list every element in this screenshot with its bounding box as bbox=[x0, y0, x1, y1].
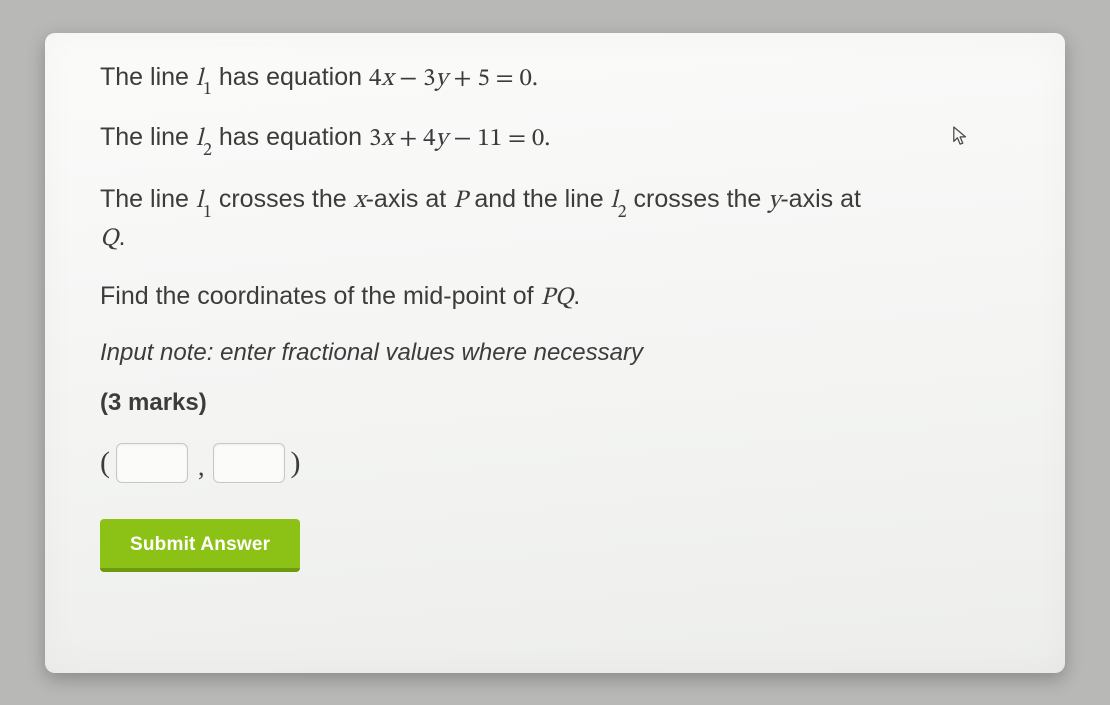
var-x: x bbox=[354, 188, 366, 213]
eq-l2: 3x + 4y − 11 = 0. bbox=[369, 126, 550, 151]
var-l: l bbox=[196, 188, 203, 213]
line-4: Find the coordinates of the mid-point of… bbox=[100, 280, 1015, 315]
var-y: y bbox=[768, 188, 780, 213]
text: crosses the bbox=[212, 185, 354, 213]
comma: , bbox=[194, 452, 207, 482]
var-l: l bbox=[196, 126, 203, 151]
math-l2: l2 bbox=[196, 126, 212, 151]
sub-1: 1 bbox=[203, 204, 212, 222]
text: The line bbox=[100, 185, 196, 213]
close-paren: ) bbox=[291, 446, 301, 480]
text: The line bbox=[100, 123, 196, 151]
text: has equation bbox=[212, 123, 369, 151]
var-PQ: PQ bbox=[541, 285, 574, 310]
var-P: P bbox=[453, 188, 467, 213]
line-3: The line l1 crosses the x-axis at P and … bbox=[100, 183, 1015, 256]
text: -axis at bbox=[366, 185, 454, 213]
submit-button[interactable]: Submit Answer bbox=[100, 519, 300, 572]
var-l: l bbox=[196, 66, 203, 91]
text: Find the coordinates of the mid-point of bbox=[100, 282, 541, 310]
marks-label: (3 marks) bbox=[100, 389, 1015, 417]
math-l1b: l1 bbox=[196, 188, 212, 213]
eq-l1: 4x − 3y + 5 = 0. bbox=[369, 66, 538, 91]
var-l: l bbox=[611, 188, 618, 213]
text: and the line bbox=[467, 185, 610, 213]
input-note: Input note: enter fractional values wher… bbox=[100, 339, 1015, 367]
open-paren: ( bbox=[100, 446, 110, 480]
text: The line bbox=[100, 63, 196, 91]
text: . bbox=[573, 282, 580, 310]
cursor-icon bbox=[952, 125, 970, 147]
answer-x-input[interactable] bbox=[116, 443, 188, 483]
text: crosses the bbox=[627, 185, 769, 213]
math-l1: l1 bbox=[196, 66, 212, 91]
line-1: The line l1 has equation 4x − 3y + 5 = 0… bbox=[100, 61, 1015, 99]
sub-2: 2 bbox=[203, 142, 212, 160]
question-card: The line l1 has equation 4x − 3y + 5 = 0… bbox=[45, 33, 1065, 673]
answer-row: ( , ) bbox=[100, 443, 1015, 483]
sub-1: 1 bbox=[203, 81, 212, 99]
line-2: The line l2 has equation 3x + 4y − 11 = … bbox=[100, 121, 1015, 159]
text: -axis at bbox=[780, 185, 861, 213]
text: has equation bbox=[212, 63, 369, 91]
sub-2: 2 bbox=[618, 204, 627, 222]
answer-y-input[interactable] bbox=[213, 443, 285, 483]
text: . bbox=[118, 223, 125, 251]
math-l2b: l2 bbox=[611, 188, 627, 213]
var-Q: Q bbox=[100, 226, 118, 251]
